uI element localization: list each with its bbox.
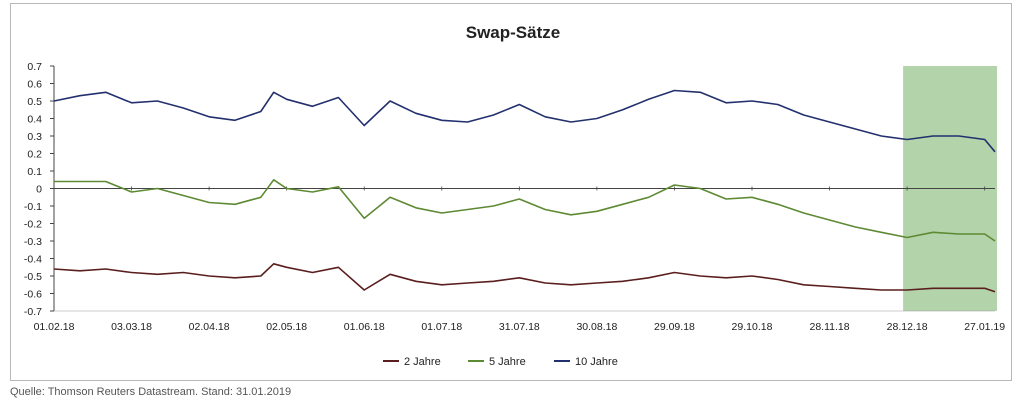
y-tick-label: 0.6 xyxy=(27,79,42,91)
y-tick-label: -0.1 xyxy=(24,201,42,213)
x-tick-label: 01.02.18 xyxy=(34,321,75,333)
x-tick-label: 31.07.18 xyxy=(499,321,540,333)
y-tick-label: -0.4 xyxy=(24,254,42,266)
chart-frame: Swap-Sätze 0.7 0.6 0.5 0.4 0.3 0.2 0.1 0 -0.1 -0.… xyxy=(10,3,1012,381)
x-tick-label: 28.12.18 xyxy=(887,321,928,333)
legend-label: 2 Jahre xyxy=(404,356,441,368)
y-tick-label: -0.7 xyxy=(24,306,42,318)
series-line-3 xyxy=(53,89,996,153)
x-tick-label: 02.05.18 xyxy=(266,321,307,333)
y-tick-label: -0.3 xyxy=(24,236,42,248)
series-line-2 xyxy=(54,179,996,242)
x-tick-label: 28.11.18 xyxy=(810,321,850,333)
y-tick-label: 0 xyxy=(36,184,42,196)
x-tick-label: 29.10.18 xyxy=(732,321,773,333)
y-tick-label: 0.4 xyxy=(27,114,42,126)
chart-title: Swap-Sätze xyxy=(466,23,560,42)
y-tick-label: 0.7 xyxy=(27,61,42,73)
x-tick-label: 03.03.18 xyxy=(111,321,152,333)
x-tick-label: 27.01.19 xyxy=(964,321,1005,333)
y-tick-label: 0.5 xyxy=(27,96,42,108)
swap-rates-chart: Swap-Sätze 0.7 0.6 0.5 0.4 0.3 0.2 0.1 0 -0.1 -0.… xyxy=(24,23,1005,368)
y-tick-label: -0.2 xyxy=(24,219,42,231)
y-tick-label: 0.3 xyxy=(27,131,42,143)
x-tick-label: 30.08.18 xyxy=(576,321,617,333)
y-tick-label: 0.2 xyxy=(27,149,42,161)
x-tick-label: 29.09.18 xyxy=(654,321,695,333)
legend-label: 5 Jahre xyxy=(489,356,526,368)
y-tick-label: -0.5 xyxy=(24,271,42,283)
y-tick-label: 0.1 xyxy=(27,166,42,178)
legend-label: 10 Jahre xyxy=(575,356,618,368)
y-tick-label: -0.6 xyxy=(24,289,42,301)
source-note: Quelle: Thomson Reuters Datastream. Stan… xyxy=(10,386,292,398)
series-line-1 xyxy=(53,262,996,293)
x-tick-label: 01.06.18 xyxy=(344,321,385,333)
x-tick-label: 02.04.18 xyxy=(189,321,230,333)
x-tick-label: 01.07.18 xyxy=(421,321,462,333)
